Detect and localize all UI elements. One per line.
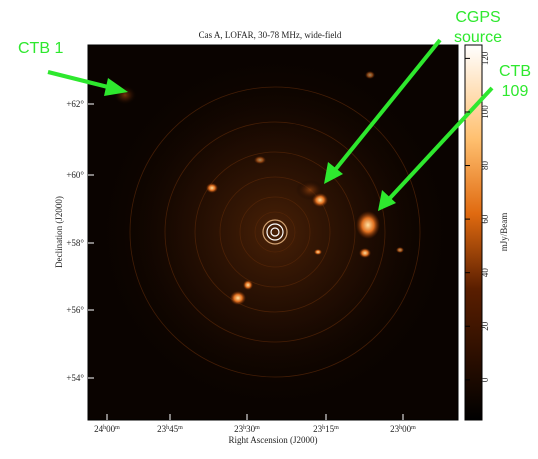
annotation: CTB bbox=[499, 63, 531, 80]
x-tick-label: 23h30m bbox=[234, 424, 260, 434]
colorbar-tick-label: 80 bbox=[480, 161, 490, 171]
tick-part: m bbox=[178, 425, 183, 431]
x-axis-label: Right Ascension (J2000) bbox=[229, 435, 318, 445]
tick-part: m bbox=[334, 425, 339, 431]
colorbar-tick-label: 20 bbox=[480, 321, 490, 331]
tick-part: m bbox=[255, 425, 260, 431]
y-tick-label: +62° bbox=[66, 99, 84, 109]
annotation: 109 bbox=[502, 83, 529, 100]
tick-part: m bbox=[411, 425, 416, 431]
tick-part: m bbox=[115, 425, 120, 431]
y-tick-label: +56° bbox=[66, 305, 84, 315]
x-tick-label: 23h45m bbox=[157, 424, 183, 434]
annotation: source bbox=[454, 29, 502, 46]
colorbar-tick-label: 120 bbox=[480, 51, 490, 65]
annotation: CTB 1 bbox=[18, 40, 63, 57]
colorbar-tick-label: 60 bbox=[480, 214, 490, 224]
colorbar-tick-label: 0 bbox=[480, 377, 490, 382]
x-tick-label: 23h15m bbox=[313, 424, 339, 434]
colorbar-tick-label: 100 bbox=[480, 105, 490, 119]
x-tick-label: 24h00m bbox=[94, 424, 120, 434]
x-tick-label: 23h00m bbox=[390, 424, 416, 434]
colorbar-tick-label: 40 bbox=[480, 268, 490, 278]
y-tick-label: +54° bbox=[66, 373, 84, 383]
title: Cas A, LOFAR, 30-78 MHz, wide-field bbox=[199, 30, 342, 40]
y-tick-label: +58° bbox=[66, 238, 84, 248]
y-tick-label: +60° bbox=[66, 170, 84, 180]
figure: Cas A, LOFAR, 30-78 MHz, wide-field Decl… bbox=[0, 0, 538, 459]
colorbar-label: mJy/Beam bbox=[499, 213, 509, 252]
y-axis-label: Declination (J2000) bbox=[54, 196, 64, 268]
sky-image bbox=[85, 42, 465, 422]
annotation: CGPS bbox=[455, 9, 500, 26]
